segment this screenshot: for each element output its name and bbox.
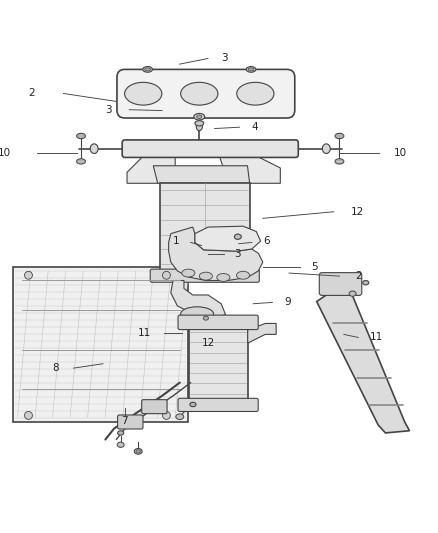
Text: 5: 5 [311, 262, 318, 272]
Ellipse shape [196, 122, 202, 131]
Text: 6: 6 [263, 236, 269, 246]
Polygon shape [195, 226, 261, 251]
Ellipse shape [162, 271, 170, 279]
Bar [160, 183, 250, 271]
Text: 10: 10 [394, 149, 407, 158]
Ellipse shape [117, 431, 124, 435]
Ellipse shape [25, 411, 32, 419]
Polygon shape [171, 280, 226, 317]
Ellipse shape [134, 448, 142, 454]
Ellipse shape [182, 269, 195, 277]
Ellipse shape [322, 144, 330, 154]
Polygon shape [219, 155, 280, 183]
Ellipse shape [194, 114, 205, 120]
Ellipse shape [349, 291, 356, 296]
Polygon shape [317, 290, 410, 433]
Ellipse shape [237, 271, 250, 279]
Ellipse shape [237, 82, 274, 105]
Ellipse shape [195, 120, 204, 126]
Ellipse shape [77, 159, 85, 164]
FancyBboxPatch shape [319, 273, 362, 295]
Text: 11: 11 [370, 333, 383, 343]
FancyBboxPatch shape [178, 315, 258, 329]
Polygon shape [248, 324, 276, 343]
Polygon shape [169, 227, 263, 280]
FancyBboxPatch shape [141, 400, 167, 414]
Ellipse shape [197, 115, 202, 118]
Ellipse shape [335, 133, 344, 139]
Ellipse shape [180, 307, 214, 321]
Ellipse shape [248, 68, 254, 71]
Polygon shape [127, 155, 175, 183]
Bar [13, 266, 188, 422]
Text: 12: 12 [201, 338, 215, 348]
Text: 1: 1 [173, 236, 180, 246]
Ellipse shape [199, 272, 212, 280]
Ellipse shape [77, 133, 85, 139]
Ellipse shape [203, 316, 208, 320]
Text: 4: 4 [252, 122, 258, 132]
FancyBboxPatch shape [178, 398, 258, 411]
Text: 11: 11 [138, 328, 151, 338]
Text: 7: 7 [121, 416, 128, 426]
Text: 3: 3 [221, 53, 228, 63]
Text: 2: 2 [28, 88, 35, 99]
Ellipse shape [90, 144, 98, 154]
Ellipse shape [363, 280, 369, 285]
Text: 9: 9 [285, 297, 291, 308]
Bar [188, 326, 248, 400]
Ellipse shape [246, 67, 256, 72]
Ellipse shape [124, 82, 162, 105]
FancyBboxPatch shape [122, 140, 298, 157]
Ellipse shape [176, 414, 184, 419]
Ellipse shape [234, 234, 241, 239]
Ellipse shape [217, 273, 230, 281]
Ellipse shape [162, 411, 170, 419]
Ellipse shape [143, 67, 152, 72]
Ellipse shape [25, 271, 32, 279]
Text: 12: 12 [350, 207, 364, 217]
Text: 3: 3 [234, 249, 241, 259]
Polygon shape [153, 166, 250, 183]
Ellipse shape [335, 159, 344, 164]
Ellipse shape [117, 442, 124, 447]
FancyBboxPatch shape [150, 269, 259, 282]
Ellipse shape [180, 82, 218, 105]
FancyBboxPatch shape [117, 415, 143, 429]
Text: 10: 10 [0, 149, 11, 158]
Ellipse shape [145, 68, 151, 71]
Ellipse shape [136, 450, 140, 453]
Text: 8: 8 [53, 363, 59, 373]
Text: 2: 2 [355, 271, 361, 281]
Text: 3: 3 [105, 104, 112, 115]
FancyBboxPatch shape [117, 69, 295, 118]
Ellipse shape [190, 402, 196, 407]
